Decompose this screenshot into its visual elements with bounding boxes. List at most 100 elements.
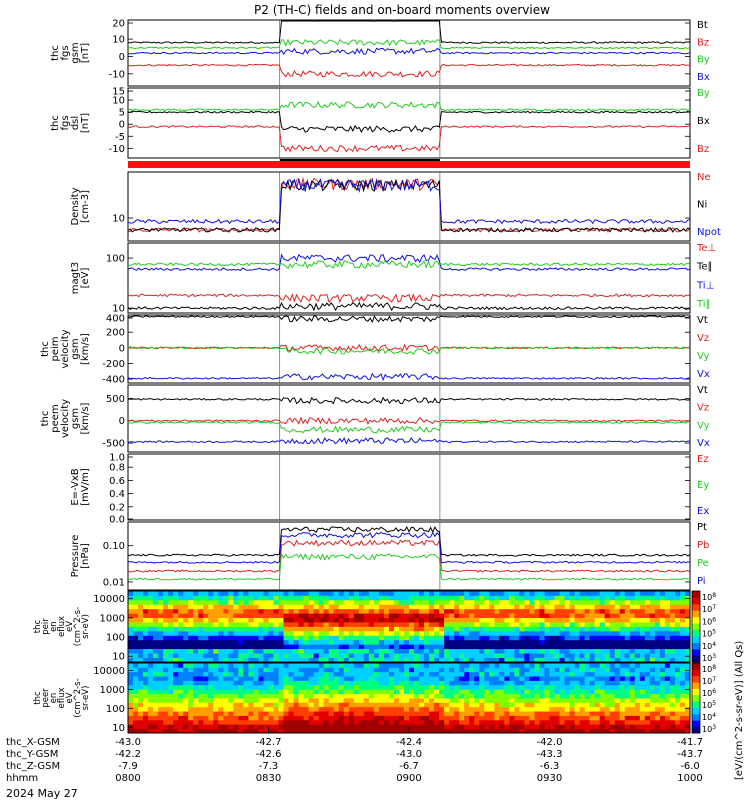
- y-axis-label: [mV/m]: [80, 468, 91, 506]
- x-row-label: hhmm: [6, 773, 38, 784]
- y-axis-label: [km/s]: [80, 333, 91, 365]
- legend-label: Vt: [697, 315, 708, 326]
- panel-electron-spectrogram: 10810710610510410310000100010010thcpeere…: [33, 662, 716, 734]
- y-tick-label: 10000: [93, 594, 125, 605]
- ion-spectrogram-frame: [127, 590, 691, 663]
- panel-electron-velocity: 500 0 -500 thc peem velocity gsm [km/s] Vt Vz Vy Vx: [40, 384, 710, 453]
- y-tick-label: 10: [112, 214, 125, 225]
- x-tick-label: -41.7: [677, 737, 703, 748]
- x-tick-label: 1000: [677, 773, 702, 784]
- y-tick-label: 1000: [100, 685, 125, 696]
- legend-label: Bx: [697, 72, 710, 83]
- y-tick-label: -200: [102, 359, 125, 370]
- mode-bar-black: [279, 159, 440, 161]
- y-tick-label: 0: [119, 52, 125, 63]
- y-axis-label: thc: [40, 341, 51, 357]
- y-axis-label: sr-eV): [81, 614, 91, 639]
- colorbar-tick-label: 103: [702, 724, 716, 734]
- x-tick-label: -42.2: [115, 749, 141, 760]
- y-axis-label: eflux: [57, 687, 67, 708]
- series-Vy: [127, 346, 691, 356]
- y-axis-label: thc: [50, 115, 61, 131]
- legend-label: Vt: [697, 385, 708, 396]
- y-axis-label: eV: [65, 692, 75, 703]
- series-Ne: [127, 176, 691, 233]
- y-axis-label: eflux: [57, 616, 67, 637]
- y-axis-label: velocity: [60, 329, 71, 368]
- colorbar-tick-label: 104: [702, 712, 716, 722]
- x-tick-label: -43.3: [537, 749, 563, 760]
- y-tick-label: 15: [112, 87, 125, 98]
- y-tick-label: -5: [115, 132, 125, 143]
- fgs-dsl-frame: [127, 87, 691, 159]
- electron-spectrogram-cells: [128, 663, 691, 734]
- x-tick-label: -42.4: [396, 737, 422, 748]
- legend-label: By: [697, 55, 710, 66]
- legend-label: Bt: [697, 20, 708, 31]
- x-row-label: thc_Z-GSM: [6, 761, 60, 772]
- electric-field-frame: [127, 453, 691, 521]
- x-tick-label: -42.7: [256, 737, 282, 748]
- x-tick-label: 0800: [115, 773, 140, 784]
- series-Pe: [127, 552, 691, 581]
- legend-label: Ni: [697, 200, 707, 211]
- legend-label: Pt: [697, 522, 707, 533]
- density-frame: [127, 171, 691, 242]
- panel-electric-field: 1.00.8 0.6 0.4 0.2 0.0 E=-VxB [mV/m] Ez Ey Ex: [70, 453, 709, 526]
- y-axis-label: magt3: [70, 262, 81, 295]
- colorbar-tick-label: 108: [702, 592, 716, 602]
- colorbar-tick-label: 106: [702, 616, 716, 626]
- legend-label: Vx: [697, 369, 710, 380]
- y-axis-label: sr-eV): [81, 686, 91, 711]
- y-tick-label: 0.10: [103, 541, 125, 552]
- y-tick-label: 10: [112, 652, 125, 663]
- y-axis-label: thc: [40, 411, 51, 427]
- legend-label: Pi: [697, 576, 706, 587]
- colorbar-tick-label: 107: [702, 604, 716, 614]
- series-Bx: [127, 110, 691, 134]
- legend-label: Bz: [697, 37, 709, 48]
- x-tick-label: -43.7: [677, 749, 703, 760]
- series-Vx: [127, 436, 691, 445]
- legend-label: Te∥: [696, 262, 713, 273]
- legend-label: Npot: [697, 227, 721, 238]
- y-axis-label: gsm: [70, 408, 81, 429]
- x-tick-label: -7.3: [259, 761, 279, 772]
- y-tick-label: 0.01: [103, 577, 125, 588]
- legend-label: Ex: [697, 506, 709, 517]
- temperature-frame: [127, 242, 691, 314]
- colorbar-tick-label: 105: [702, 629, 716, 639]
- legend-label: By: [697, 88, 710, 99]
- legend-label: Vz: [697, 403, 709, 414]
- y-axis-label: [nPa]: [80, 543, 91, 569]
- x-tick-label: -42.6: [256, 749, 282, 760]
- y-axis-label: [nT]: [80, 43, 91, 63]
- y-tick-label: 0.8: [109, 463, 125, 474]
- legend-label: Vx: [697, 438, 710, 449]
- colorbar-tick-label: 105: [702, 700, 716, 710]
- pressure-frame: [127, 521, 691, 591]
- x-row-label: thc_Y-GSM: [6, 749, 58, 760]
- y-axis-label: gsm: [70, 42, 81, 63]
- y-axis-label: [eV]: [80, 268, 91, 289]
- y-tick-label: 10: [112, 304, 125, 315]
- series-Te⊥: [127, 293, 691, 304]
- legend-label: Ti∥: [696, 299, 711, 310]
- x-tick-label: -43.0: [115, 737, 141, 748]
- y-tick-label: 0.2: [109, 502, 125, 513]
- y-tick-label: 0.6: [109, 476, 125, 487]
- y-axis-label: [nT]: [80, 113, 91, 133]
- y-tick-label: 10000: [93, 666, 125, 677]
- x-row-label: thc_X-GSM: [6, 737, 60, 748]
- series-Bz: [127, 125, 691, 153]
- y-tick-label: 1.0: [109, 453, 125, 464]
- legend-label: Te⊥: [696, 243, 716, 254]
- y-tick-label: 10: [112, 35, 125, 46]
- legend-label: Pb: [697, 540, 709, 551]
- x-tick-label: 0900: [396, 773, 421, 784]
- y-tick-label: 1000: [100, 613, 125, 624]
- y-tick-label: 200: [106, 328, 125, 339]
- y-tick-label: 100: [106, 633, 125, 644]
- y-axis-label: peir: [41, 618, 51, 635]
